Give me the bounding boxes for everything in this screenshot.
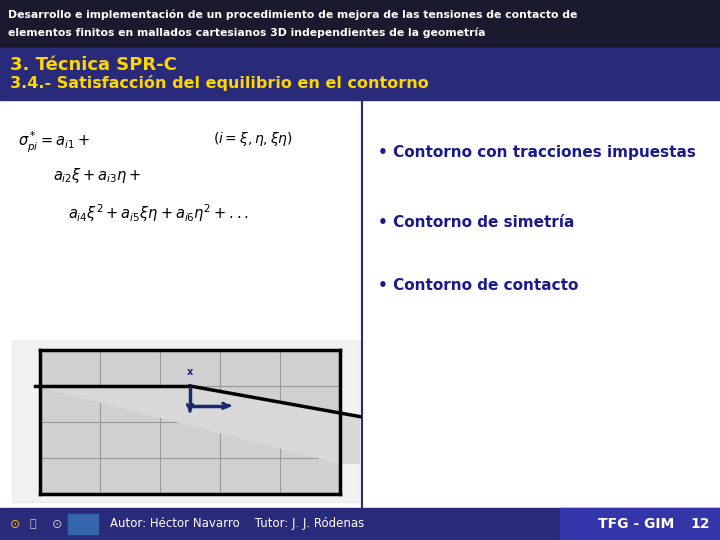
Text: ⊙: ⊙ [52,517,63,530]
Text: x: x [187,367,193,377]
Bar [40,350,340,494]
Text: Autor: Héctor Navarro    Tutor: J. J. Ródenas: Autor: Héctor Navarro Tutor: J. J. Róden… [110,517,364,530]
Text: • Contorno con tracciones impuestas: • Contorno con tracciones impuestas [378,145,696,160]
Bar [560,508,720,540]
Bar [0,508,720,540]
Text: elementos finitos en mallados cartesianos 3D independientes de la geometría: elementos finitos en mallados cartesiano… [8,27,485,37]
Bar [68,514,98,534]
Bar [0,0,720,48]
Text: • Contorno de contacto: • Contorno de contacto [378,278,578,293]
Polygon shape [35,386,360,464]
Text: $a_{i2}\xi + a_{i3}\eta +$: $a_{i2}\xi + a_{i3}\eta +$ [53,166,141,185]
Text: 3. Técnica SPR-C: 3. Técnica SPR-C [10,56,177,74]
Text: ⛵: ⛵ [30,519,37,529]
Text: • Contorno de simetría: • Contorno de simetría [378,215,575,230]
Text: Desarrollo e implementación de un procedimiento de mejora de las tensiones de co: Desarrollo e implementación de un proced… [8,10,577,21]
Text: 12: 12 [690,517,710,531]
Text: $(i = \xi, \eta, \xi\eta)$: $(i = \xi, \eta, \xi\eta)$ [213,130,293,148]
Text: $a_{i4}\xi^2 + a_{i5}\xi\eta + a_{i6}\eta^2 + ...$: $a_{i4}\xi^2 + a_{i5}\xi\eta + a_{i6}\et… [68,202,249,224]
Bar [12,340,360,502]
Text: ⊙: ⊙ [10,517,20,530]
Text: $\sigma^*_{pi} = a_{i1} +$: $\sigma^*_{pi} = a_{i1} +$ [18,130,90,155]
Text: TFG - GIM: TFG - GIM [598,517,674,531]
Text: 3.4.- Satisfacción del equilibrio en el contorno: 3.4.- Satisfacción del equilibrio en el … [10,75,428,91]
Bar [0,48,720,100]
